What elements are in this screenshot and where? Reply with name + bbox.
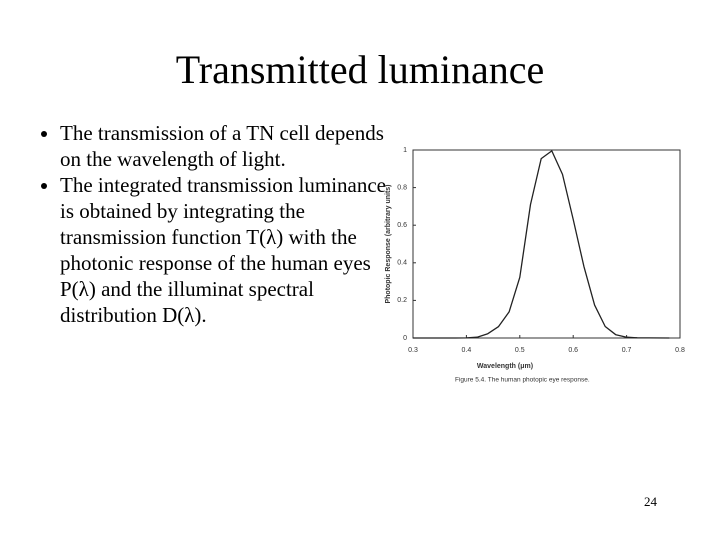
y-tick-label: 0.8 bbox=[397, 184, 407, 191]
bullet: The integrated transmission luminance is… bbox=[60, 172, 390, 328]
x-tick-label: 0.3 bbox=[408, 347, 418, 354]
figure-caption: Figure 5.4. The human photopic eye respo… bbox=[455, 377, 590, 384]
y-tick-label: 0.2 bbox=[397, 297, 407, 304]
y-tick-label: 1 bbox=[403, 147, 407, 154]
y-tick-label: 0.6 bbox=[397, 222, 407, 229]
bullet-list: The transmission of a TN cell depends on… bbox=[30, 120, 390, 328]
x-tick-label: 0.4 bbox=[462, 347, 472, 354]
x-tick-label: 0.7 bbox=[622, 347, 632, 354]
x-tick-label: 0.8 bbox=[675, 347, 685, 354]
x-tick-label: 0.6 bbox=[568, 347, 578, 354]
y-axis-label: Photopic Response (arbitrary units) bbox=[385, 184, 392, 303]
y-tick-label: 0 bbox=[403, 335, 407, 342]
bullet: The transmission of a TN cell depends on… bbox=[60, 120, 390, 172]
y-tick-label: 0.4 bbox=[397, 260, 407, 267]
page-number: 24 bbox=[644, 494, 657, 509]
slide-title: Transmitted luminance bbox=[175, 47, 545, 92]
x-axis-label: Wavelength (μm) bbox=[477, 363, 533, 370]
data-line bbox=[413, 150, 670, 339]
x-tick-label: 0.5 bbox=[515, 347, 525, 354]
plot-frame bbox=[412, 149, 681, 339]
